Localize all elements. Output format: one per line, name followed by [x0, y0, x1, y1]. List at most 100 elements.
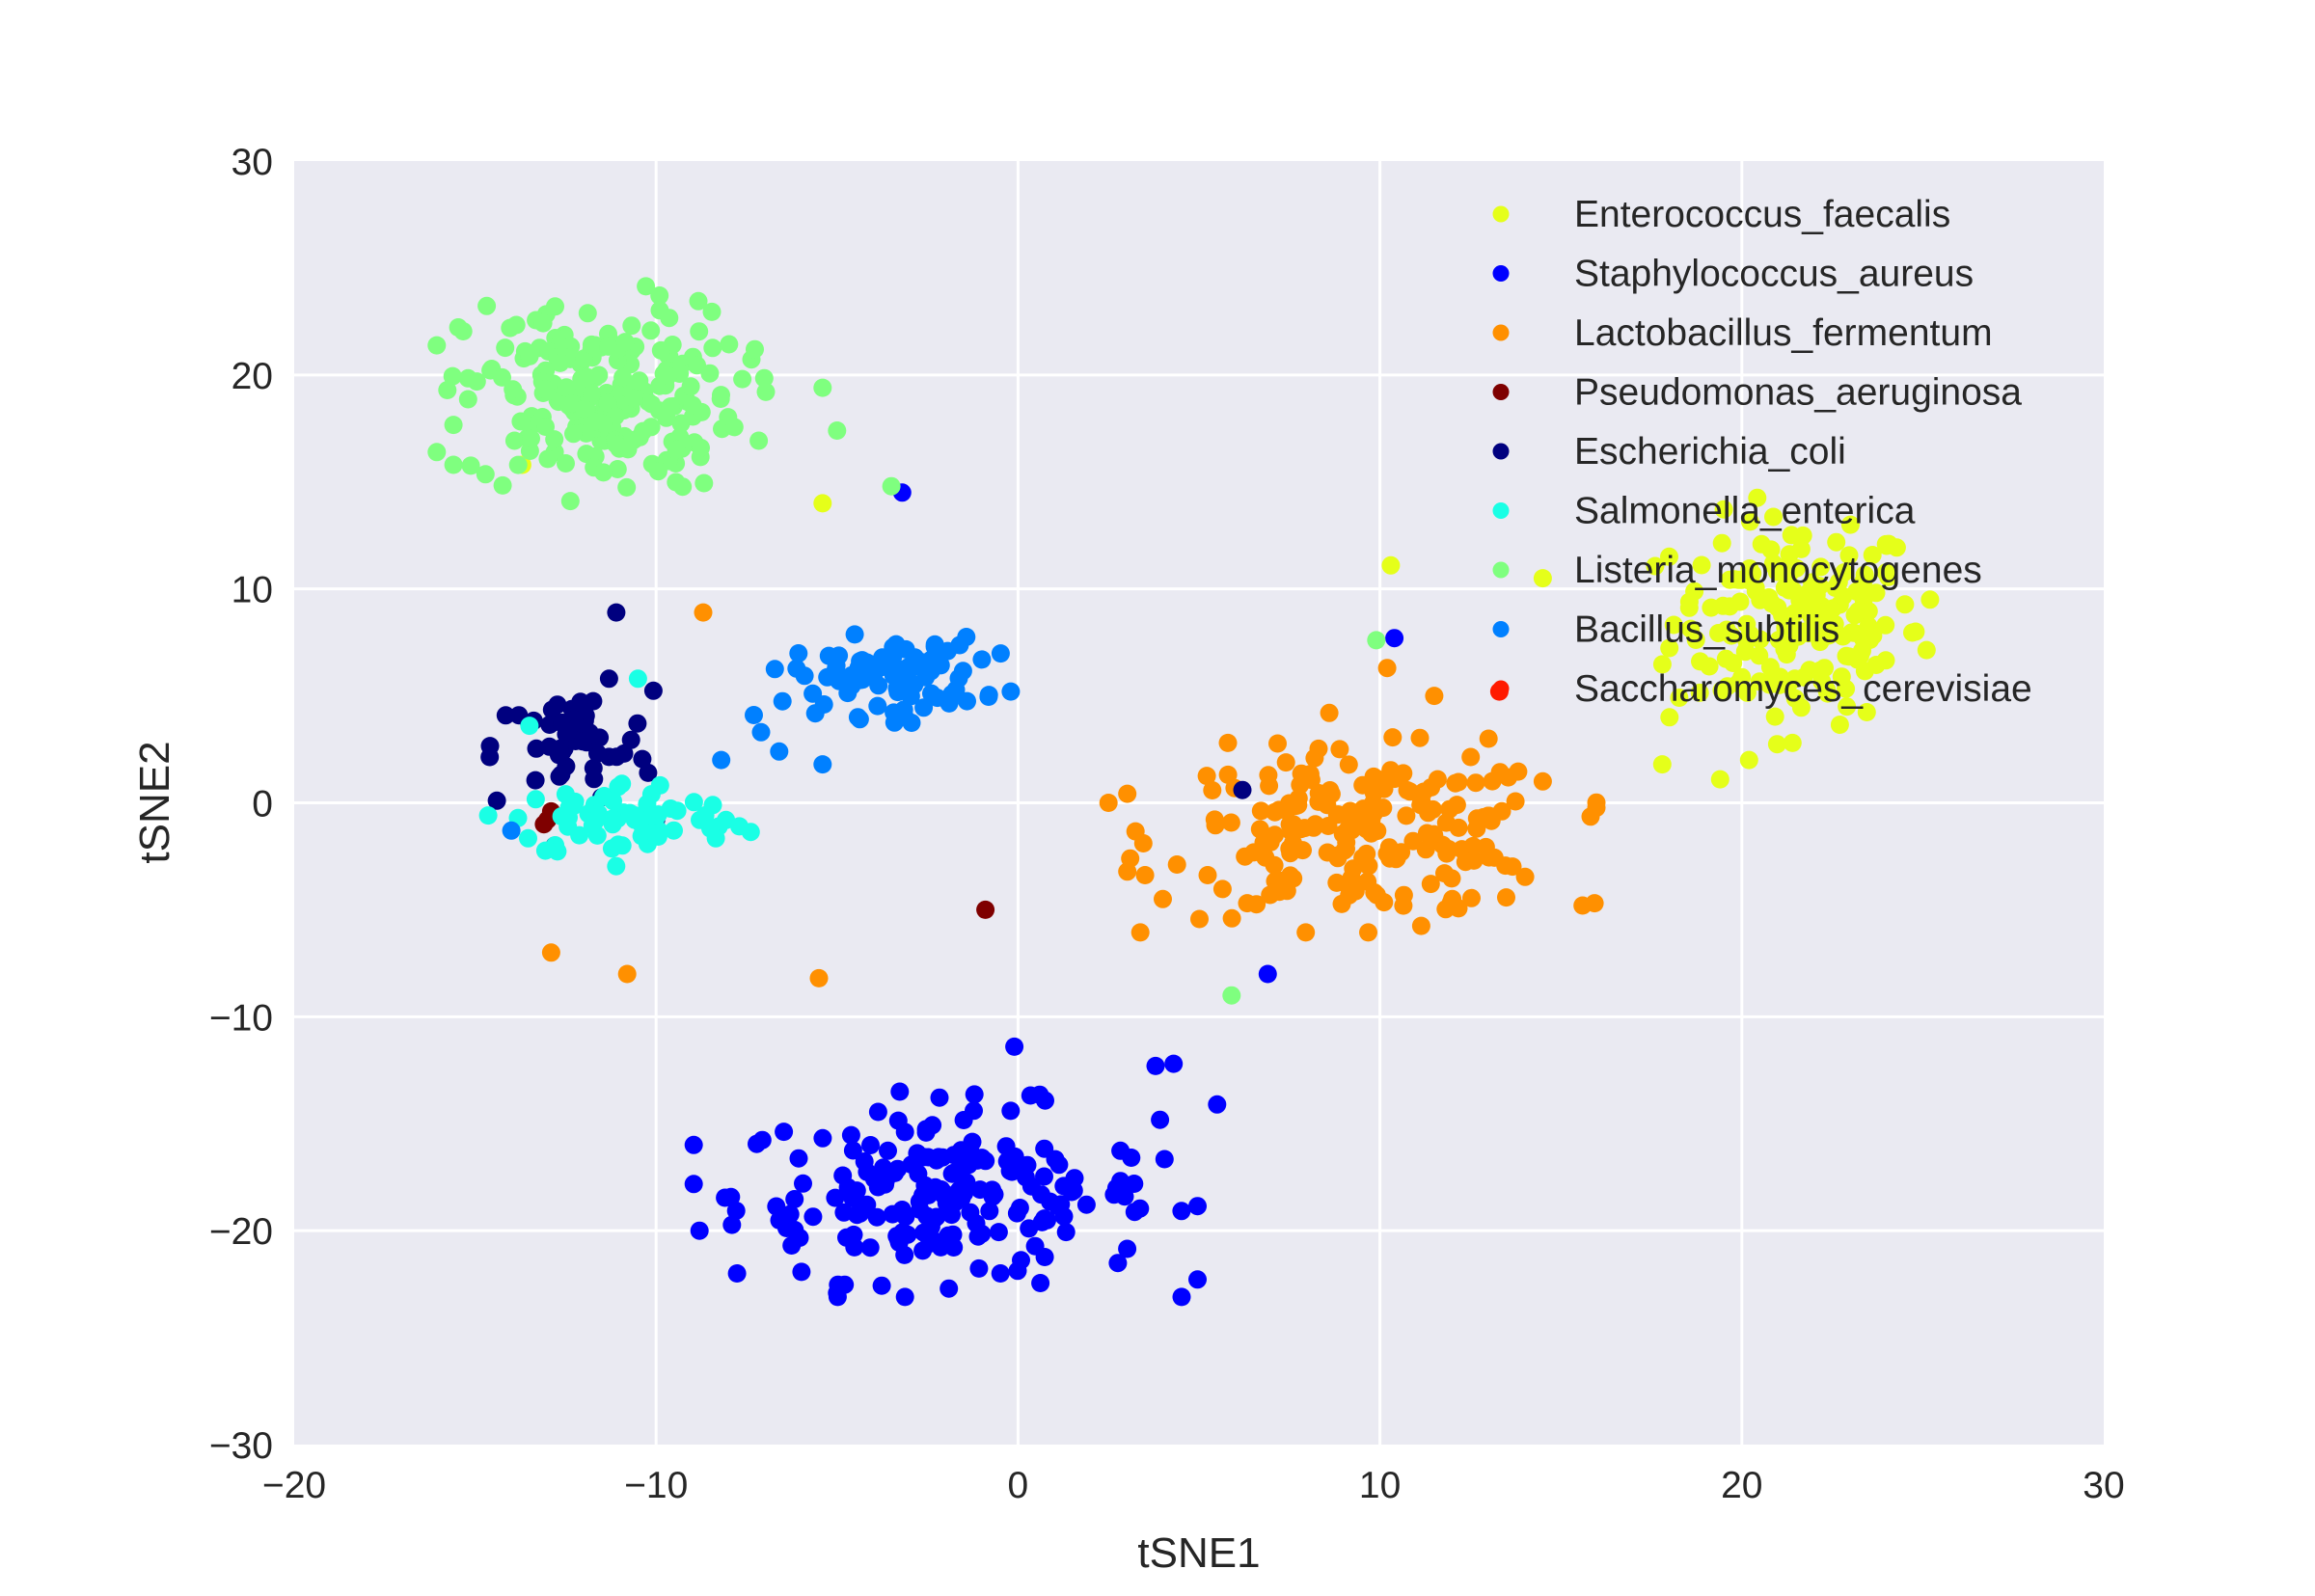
data-point [551, 353, 570, 372]
data-point [621, 730, 640, 749]
data-point [575, 399, 594, 419]
data-point [1859, 602, 1878, 621]
data-point [1876, 615, 1895, 635]
data-point [813, 378, 832, 397]
data-point [603, 809, 622, 828]
data-point [826, 1188, 845, 1207]
data-point [667, 801, 687, 821]
data-point [985, 1185, 1003, 1204]
data-point [458, 368, 477, 388]
data-point [1712, 533, 1731, 553]
data-point [1421, 875, 1440, 894]
data-point [552, 765, 571, 784]
data-point [599, 337, 618, 356]
data-point [1296, 923, 1316, 942]
data-point [1118, 784, 1137, 803]
legend-label: Staphylococcus_aureus [1574, 254, 1974, 295]
data-point [1467, 809, 1486, 828]
data-point [896, 1207, 915, 1227]
data-point [496, 706, 515, 725]
data-point [1289, 789, 1308, 808]
legend-marker [1492, 680, 1510, 697]
data-point [794, 1174, 812, 1193]
data-point [1748, 488, 1767, 507]
data-point [1300, 765, 1320, 784]
data-point [681, 377, 700, 396]
data-point [609, 835, 628, 854]
data-point [848, 708, 867, 727]
data-point [1038, 1210, 1056, 1230]
data-point [1815, 659, 1834, 678]
data-point [1008, 1261, 1027, 1281]
data-point [1466, 773, 1485, 793]
data-point [477, 296, 497, 315]
data-point [882, 476, 901, 496]
data-point [557, 378, 576, 397]
data-point [972, 650, 992, 669]
data-point [1442, 869, 1461, 888]
data-point [599, 324, 617, 343]
data-point [575, 349, 593, 368]
series-Enterococcus_faecalis [512, 455, 1940, 789]
data-point [1208, 1095, 1227, 1114]
data-point [1496, 856, 1515, 876]
data-point [950, 636, 969, 655]
data-point [1710, 770, 1729, 789]
data-point [991, 644, 1010, 663]
series-Bacillus_subtilis [502, 625, 1021, 840]
data-point [899, 658, 918, 676]
data-point [1690, 683, 1709, 702]
data-point [1054, 1177, 1074, 1196]
data-point [607, 747, 626, 767]
data-point [970, 1180, 990, 1200]
data-point [1730, 592, 1750, 611]
data-point [1032, 1185, 1050, 1204]
data-point [1118, 1239, 1137, 1258]
legend-label: Pseudomonas_aeruginosa [1574, 372, 2022, 414]
data-point [1367, 631, 1386, 650]
data-point [1327, 873, 1347, 892]
data-point [586, 811, 606, 830]
data-point [1365, 883, 1384, 902]
data-point [541, 943, 560, 962]
data-point [1222, 908, 1241, 928]
data-point [782, 1236, 802, 1255]
data-point [1339, 755, 1358, 774]
data-point [526, 790, 545, 809]
data-point [665, 821, 683, 840]
data-point [1737, 632, 1757, 651]
data-point [1838, 697, 1857, 717]
data-point [1739, 750, 1758, 770]
data-point [1462, 888, 1481, 907]
data-point [504, 431, 524, 450]
data-point [493, 367, 511, 387]
data-point [522, 429, 540, 448]
data-point [639, 763, 658, 782]
data-point [868, 696, 887, 716]
data-point [792, 1262, 811, 1282]
data-point [427, 443, 447, 462]
y-tick-label: −20 [209, 1211, 273, 1253]
data-point [1167, 855, 1186, 874]
data-point [1154, 889, 1172, 908]
data-point [1646, 556, 1665, 576]
data-point [1866, 656, 1886, 674]
data-point [1791, 698, 1811, 717]
data-point [1794, 667, 1813, 687]
data-point [520, 717, 539, 736]
data-point [694, 603, 713, 622]
data-point [504, 380, 523, 399]
data-point [874, 1163, 893, 1182]
data-point [648, 462, 667, 481]
data-point [722, 1215, 742, 1234]
data-point [828, 421, 847, 440]
data-point [1410, 728, 1430, 747]
data-point [1440, 799, 1459, 819]
x-tick-label: −10 [624, 1465, 688, 1506]
data-point [542, 700, 561, 719]
data-point [683, 395, 702, 415]
data-point [1309, 739, 1328, 758]
data-point [813, 755, 832, 774]
data-point [927, 1207, 946, 1227]
data-point [813, 1128, 832, 1148]
